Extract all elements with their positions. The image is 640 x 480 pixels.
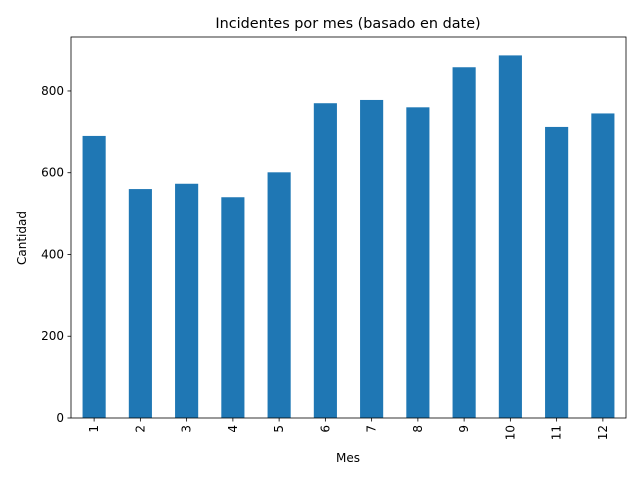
bar-7: [360, 99, 384, 419]
bar-1: [82, 135, 106, 418]
y-axis-label: Cantidad: [15, 211, 29, 265]
bar-11: [545, 126, 569, 419]
bar-10: [498, 55, 522, 418]
x-ticks-group: 1 2 3 4 5 6 7 8 9 10 11 12: [87, 418, 610, 440]
bar-6: [313, 103, 337, 419]
chart-title: Incidentes por mes (basado en date): [215, 16, 480, 32]
y-tick-label: 800: [41, 84, 64, 98]
x-tick-label: 8: [411, 425, 425, 433]
bar-3: [175, 183, 199, 418]
x-tick-label: 2: [133, 425, 147, 433]
bars-group: [82, 55, 615, 419]
bar-12: [591, 113, 615, 418]
x-tick-label: 10: [503, 425, 517, 440]
x-tick-label: 12: [596, 425, 610, 440]
plot-frame: [70, 36, 627, 419]
x-tick-label: 3: [180, 425, 194, 433]
x-tick-label: 6: [318, 425, 332, 433]
x-tick-label: 1: [87, 425, 101, 433]
x-tick-label: 9: [457, 425, 471, 433]
bar-8: [406, 107, 430, 419]
y-tick-label: 0: [56, 411, 64, 425]
bar-5: [267, 172, 291, 418]
x-tick-label: 11: [550, 425, 564, 440]
x-axis-label: Mes: [336, 451, 360, 465]
x-tick-label: 5: [272, 425, 286, 433]
y-tick-label: 400: [41, 247, 64, 261]
bar-9: [452, 67, 476, 419]
y-tick-label: 600: [41, 166, 64, 180]
bar-2: [128, 189, 152, 418]
bar-4: [221, 197, 245, 418]
x-tick-label: 4: [226, 425, 240, 433]
y-tick-label: 200: [41, 329, 64, 343]
x-tick-label: 7: [365, 425, 379, 433]
y-ticks-group: 0 200 400 600 800: [41, 84, 71, 425]
